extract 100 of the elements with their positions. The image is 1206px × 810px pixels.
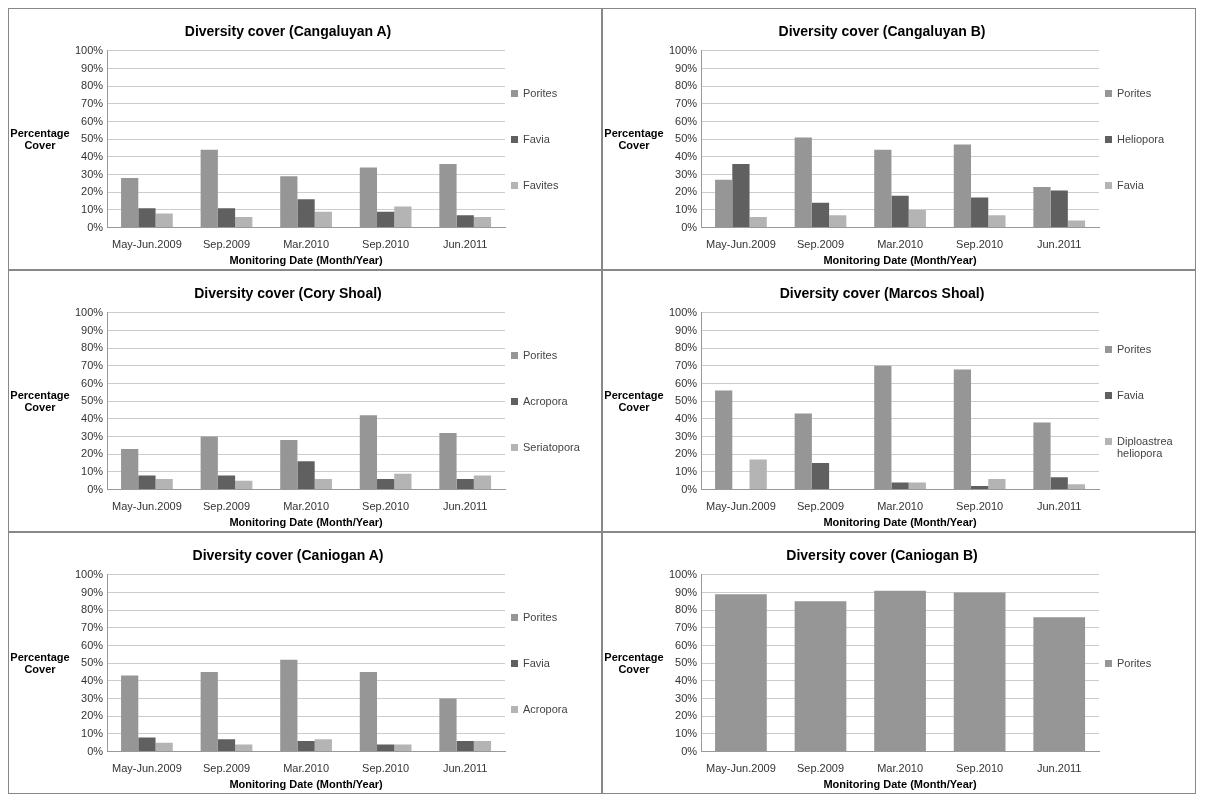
y-tick-label: 30% — [81, 429, 104, 442]
x-tick-label: Jun.2011 — [1036, 762, 1082, 775]
x-tick-label: May-Jun.2009 — [706, 238, 776, 251]
legend-label: Porites — [1117, 343, 1153, 355]
y-tick-label: 20% — [81, 447, 104, 460]
bar — [138, 737, 156, 752]
bar — [377, 211, 395, 228]
x-tick-label: Mar.2010 — [877, 238, 923, 251]
bar — [217, 475, 236, 490]
legend-label: Favia — [523, 133, 551, 145]
y-tick-label: 100% — [74, 567, 104, 580]
bar — [155, 213, 173, 228]
y-tick-label: 30% — [675, 167, 698, 180]
y-tick-label: 80% — [81, 341, 104, 354]
bar — [314, 478, 332, 490]
bar — [891, 195, 909, 228]
bar — [297, 199, 315, 228]
y-tick-label: 10% — [675, 464, 698, 477]
y-tick-label: 0% — [87, 220, 104, 233]
x-tick-label: Sep.2009 — [796, 762, 845, 775]
x-tick-label: May-Jun.2009 — [706, 762, 776, 775]
y-axis-title: Percentage Cover — [9, 127, 71, 151]
y-tick-label: 10% — [81, 726, 104, 739]
y-axis-title: Percentage Cover — [603, 651, 665, 675]
chart-title: Diversity cover (Cory Shoal) — [194, 285, 382, 302]
y-axis-title: Percentage Cover — [9, 651, 71, 675]
legend-label: Acropora — [523, 395, 569, 407]
bar — [732, 163, 750, 228]
y-tick-label: 50% — [675, 394, 698, 407]
y-axis-title: Percentage Cover — [603, 127, 665, 151]
x-tick-label: Mar.2010 — [283, 762, 329, 775]
y-tick-label: 70% — [675, 358, 698, 371]
y-tick-label: 100% — [74, 43, 104, 56]
legend-label: Porites — [523, 87, 559, 99]
y-tick-label: 100% — [668, 305, 698, 318]
y-tick-label: 80% — [675, 79, 698, 92]
legend-label: Porites — [523, 611, 559, 623]
y-tick-label: 50% — [81, 656, 104, 669]
legend-label: Favia — [1117, 179, 1145, 191]
x-tick-label: Jun.2011 — [1036, 238, 1082, 251]
bar — [314, 739, 332, 752]
y-tick-label: 80% — [675, 341, 698, 354]
legend-label: Favia — [1117, 389, 1145, 401]
bar — [155, 478, 173, 490]
bar — [473, 740, 492, 752]
legend-label: Porites — [1117, 87, 1153, 99]
legend-label: Favites — [523, 179, 560, 191]
x-tick-label: Jun.2011 — [1036, 500, 1082, 513]
y-tick-label: 30% — [81, 167, 104, 180]
bar — [138, 208, 156, 228]
bar — [377, 744, 395, 752]
bar — [1050, 477, 1068, 490]
x-tick-label: May-Jun.2009 — [112, 238, 182, 251]
y-tick-label: 30% — [81, 691, 104, 704]
legend-label: Acropora — [523, 703, 569, 715]
bar — [377, 478, 395, 490]
y-tick-label: 60% — [675, 638, 698, 651]
x-tick-label: Sep.2010 — [362, 762, 410, 775]
bar — [217, 208, 236, 228]
legend-label: Porites — [1117, 657, 1153, 669]
x-tick-label: Sep.2010 — [362, 500, 410, 513]
y-tick-label: 10% — [81, 464, 104, 477]
y-tick-label: 40% — [675, 149, 698, 162]
x-axis-title: Monitoring Date (Month/Year) — [823, 778, 978, 791]
bar — [297, 461, 315, 490]
y-tick-label: 80% — [81, 603, 104, 616]
y-tick-label: 0% — [681, 482, 698, 495]
x-tick-label: May-Jun.2009 — [112, 762, 182, 775]
x-axis-title: Monitoring Date (Month/Year) — [229, 516, 384, 529]
y-tick-label: 80% — [675, 603, 698, 616]
y-tick-label: 20% — [675, 709, 698, 722]
y-tick-label: 90% — [81, 585, 104, 598]
y-tick-label: 100% — [668, 43, 698, 56]
bar — [908, 482, 926, 490]
chart-title: Diversity cover (Cangaluyan B) — [778, 23, 986, 40]
y-axis-title: Percentage Cover — [9, 389, 71, 413]
legend-label: Diploastrea heliopora — [1117, 435, 1174, 459]
bar — [235, 480, 253, 490]
x-axis-title: Monitoring Date (Month/Year) — [229, 254, 384, 267]
y-tick-label: 70% — [81, 96, 104, 109]
y-tick-label: 70% — [675, 96, 698, 109]
bar — [155, 742, 173, 752]
y-tick-label: 10% — [675, 726, 698, 739]
y-tick-label: 80% — [81, 79, 104, 92]
bar — [971, 486, 989, 490]
bar — [394, 206, 412, 228]
legend-label: Porites — [523, 349, 559, 361]
y-tick-label: 60% — [675, 114, 698, 127]
x-tick-label: Mar.2010 — [877, 500, 923, 513]
bar — [971, 197, 989, 228]
bar — [749, 216, 767, 228]
y-tick-label: 50% — [81, 132, 104, 145]
y-tick-label: 0% — [681, 220, 698, 233]
x-axis-title: Monitoring Date (Month/Year) — [823, 516, 978, 529]
bar — [394, 473, 412, 490]
y-tick-label: 0% — [87, 744, 104, 757]
y-tick-label: 90% — [675, 61, 698, 74]
y-tick-label: 60% — [81, 638, 104, 651]
x-tick-label: Sep.2009 — [796, 238, 845, 251]
x-axis-title: Monitoring Date (Month/Year) — [229, 778, 384, 791]
